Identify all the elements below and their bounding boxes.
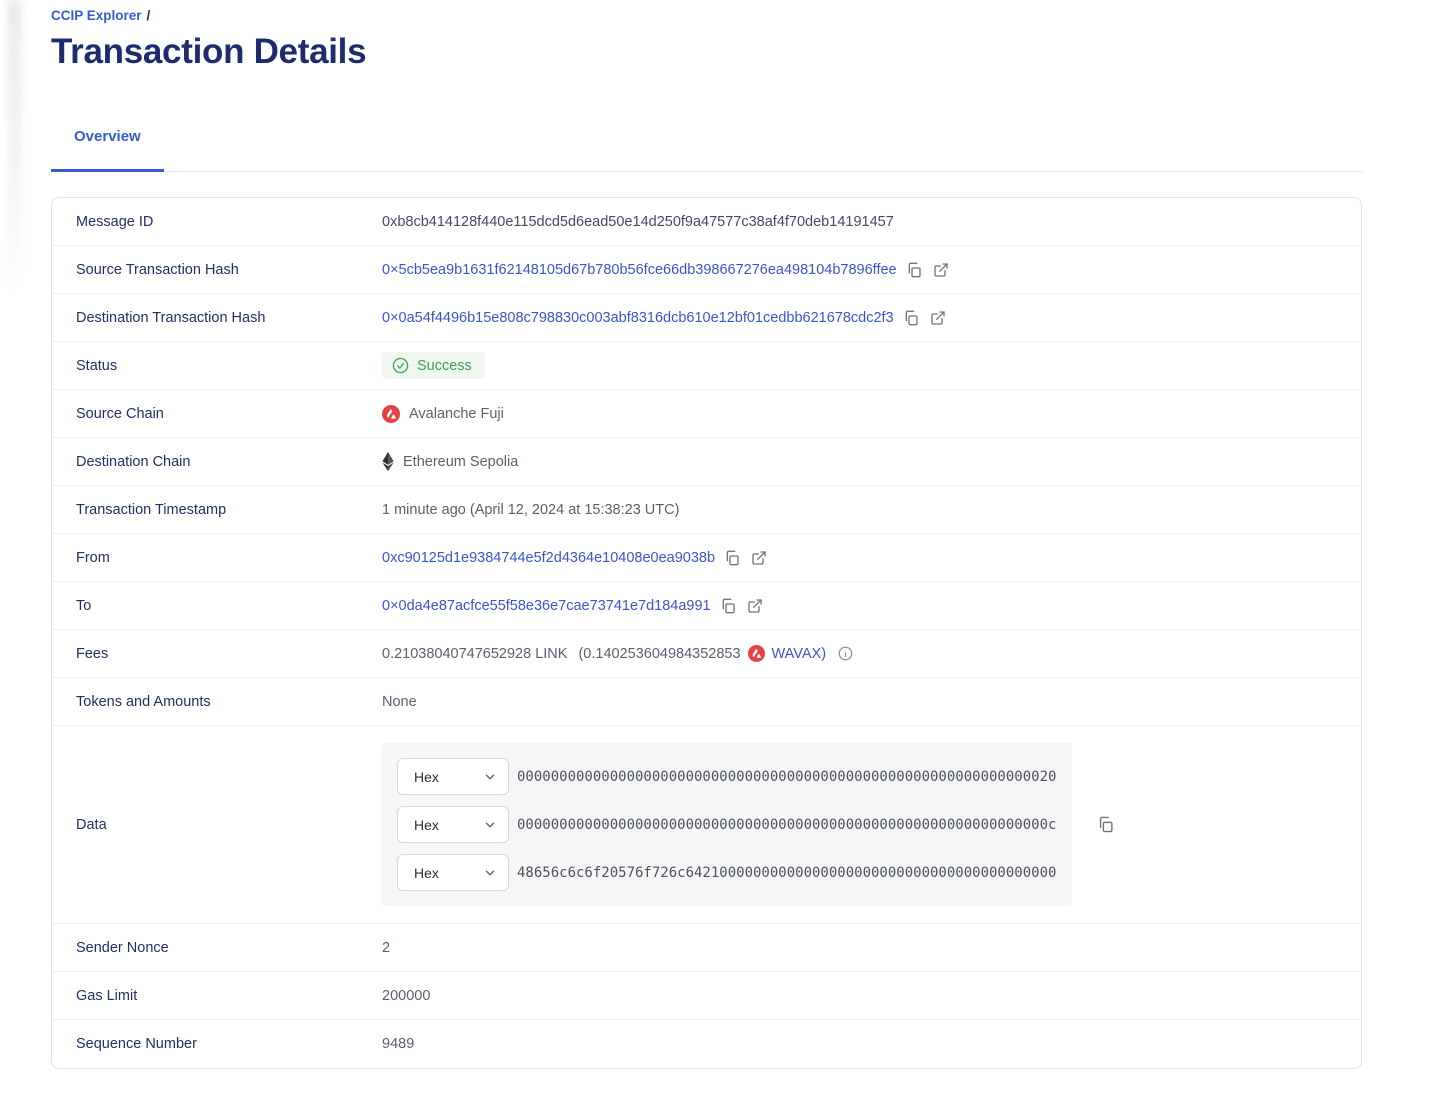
row-tokens-and-amounts: Tokens and Amounts None — [52, 678, 1361, 726]
to-address-link[interactable]: 0×0da4e87acfce55f58e36e7cae73741e7d184a9… — [382, 597, 711, 614]
external-link-button[interactable] — [933, 262, 949, 278]
row-gas-limit: Gas Limit 200000 — [52, 972, 1361, 1020]
row-data: Data Hex 0000000000000000000000000000000… — [52, 726, 1361, 924]
row-destination-transaction-hash: Destination Transaction Hash 0×0a54f4496… — [52, 294, 1361, 342]
copy-button[interactable] — [724, 550, 740, 566]
hex-value: 0000000000000000000000000000000000000000… — [517, 768, 1057, 785]
field-label: Gas Limit — [76, 987, 138, 1004]
avalanche-icon — [747, 645, 765, 662]
field-label: Destination Transaction Hash — [76, 309, 266, 326]
hex-row: Hex 000000000000000000000000000000000000… — [397, 806, 1057, 843]
copy-button[interactable] — [720, 598, 736, 614]
source-chain-name: Avalanche Fuji — [409, 405, 504, 422]
row-sender-nonce: Sender Nonce 2 — [52, 924, 1361, 972]
hex-format-select[interactable]: Hex — [397, 758, 509, 795]
field-label: Fees — [76, 645, 109, 662]
breadcrumb: CCIP Explorer / — [51, 8, 1362, 23]
field-label: Data — [76, 816, 107, 833]
field-label: Destination Chain — [76, 453, 191, 470]
status-badge-label: Success — [417, 357, 472, 374]
row-source-transaction-hash: Source Transaction Hash 0×5cb5ea9b1631f6… — [52, 246, 1361, 294]
row-sequence-number: Sequence Number 9489 — [52, 1020, 1361, 1068]
field-label: Source Chain — [76, 405, 164, 422]
field-label: Transaction Timestamp — [76, 501, 227, 518]
info-icon — [838, 646, 853, 661]
copy-icon — [908, 262, 921, 277]
chevron-down-icon — [485, 774, 495, 779]
field-label: Sequence Number — [76, 1036, 197, 1052]
hex-value: 48656c6c6f20576f726c64210000000000000000… — [517, 864, 1057, 881]
data-hex-block: Hex 000000000000000000000000000000000000… — [382, 743, 1072, 906]
sender-nonce-value: 2 — [382, 939, 391, 956]
field-label: Tokens and Amounts — [76, 693, 211, 710]
field-label: Sender Nonce — [76, 939, 169, 956]
chevron-down-icon — [485, 870, 495, 875]
destination-chain-name: Ethereum Sepolia — [403, 453, 519, 470]
from-address-link[interactable]: 0xc90125d1e9384744e5f2d4364e10408e0ea903… — [382, 549, 716, 566]
external-link-button[interactable] — [930, 310, 946, 326]
copy-icon — [1099, 816, 1113, 833]
check-circle-icon — [392, 357, 409, 374]
external-link-icon — [933, 262, 948, 277]
row-status: Status Success — [52, 342, 1361, 390]
tab-bar: Overview — [51, 119, 1362, 172]
hex-format-select[interactable]: Hex — [397, 854, 509, 891]
hex-format-select[interactable]: Hex — [397, 806, 509, 843]
row-destination-chain: Destination Chain Ethereum Sepolia — [52, 438, 1361, 486]
copy-icon — [905, 310, 918, 325]
breadcrumb-separator: / — [146, 8, 151, 23]
timestamp-value: 1 minute ago (April 12, 2024 at 15:38:23… — [382, 501, 680, 518]
ethereum-icon — [382, 452, 394, 471]
page-title: Transaction Details — [51, 32, 367, 71]
field-label: Source Transaction Hash — [76, 261, 239, 278]
row-message-id: Message ID 0xb8cb414128f440e115dcd5d6ead… — [52, 198, 1361, 246]
copy-button[interactable] — [906, 262, 922, 278]
transaction-details-page: CCIP Explorer / Transaction Details Overv… — [51, 0, 1362, 1069]
fees-info-button[interactable] — [838, 646, 853, 661]
tab-overview[interactable]: Overview — [51, 119, 164, 172]
breadcrumb-link-ccip-explorer[interactable]: CCIP Explorer — [51, 8, 142, 23]
hex-format-label: Hex — [414, 816, 439, 833]
hex-row: Hex 48656c6c6f20576f726c6421000000000000… — [397, 854, 1057, 891]
hex-value: 0000000000000000000000000000000000000000… — [517, 816, 1057, 833]
page-edge-shade — [7, 0, 22, 295]
external-link-button[interactable] — [751, 550, 767, 566]
copy-button[interactable] — [903, 310, 919, 326]
row-from: From 0xc90125d1e9384744e5f2d4364e10408e0… — [52, 534, 1361, 582]
field-label: Message ID — [76, 213, 154, 230]
row-fees: Fees 0.21038040747652928 LINK (0.1402536… — [52, 630, 1361, 678]
wavax-token-link[interactable]: WAVAX) — [771, 645, 827, 662]
field-label: Status — [76, 357, 118, 374]
status-badge: Success — [382, 352, 485, 379]
external-link-button[interactable] — [747, 598, 763, 614]
avalanche-icon — [382, 404, 400, 423]
field-label: From — [76, 549, 110, 566]
copy-icon — [722, 598, 735, 613]
row-transaction-timestamp: Transaction Timestamp 1 minute ago (Apri… — [52, 486, 1361, 534]
external-link-icon — [752, 550, 766, 565]
row-to: To 0×0da4e87acfce55f58e36e7cae73741e7d18… — [52, 582, 1361, 630]
tokens-and-amounts-value: None — [382, 693, 417, 710]
external-link-icon — [930, 310, 945, 325]
hex-format-label: Hex — [414, 768, 439, 785]
transaction-details-card: Message ID 0xb8cb414128f440e115dcd5d6ead… — [51, 197, 1362, 1069]
copy-icon — [726, 550, 739, 565]
sequence-number-value: 9489 — [382, 1036, 415, 1052]
fees-native-amount: (0.140253604984352853 — [578, 645, 741, 662]
gas-limit-value: 200000 — [382, 987, 431, 1004]
row-source-chain: Source Chain Avalanche Fuji — [52, 390, 1361, 438]
copy-data-button[interactable] — [1097, 816, 1114, 833]
message-id-value: 0xb8cb414128f440e115dcd5d6ead50e14d250f9… — [382, 213, 894, 230]
hex-format-label: Hex — [414, 864, 439, 881]
source-tx-hash-link[interactable]: 0×5cb5ea9b1631f62148105d67b780b56fce66db… — [382, 261, 897, 278]
destination-tx-hash-link[interactable]: 0×0a54f4496b15e808c798830c003abf8316dcb6… — [382, 309, 894, 326]
external-link-icon — [747, 598, 762, 613]
fees-link-amount: 0.21038040747652928 LINK — [382, 645, 568, 662]
field-label: To — [76, 597, 92, 614]
hex-row: Hex 000000000000000000000000000000000000… — [397, 758, 1057, 795]
chevron-down-icon — [485, 822, 495, 827]
